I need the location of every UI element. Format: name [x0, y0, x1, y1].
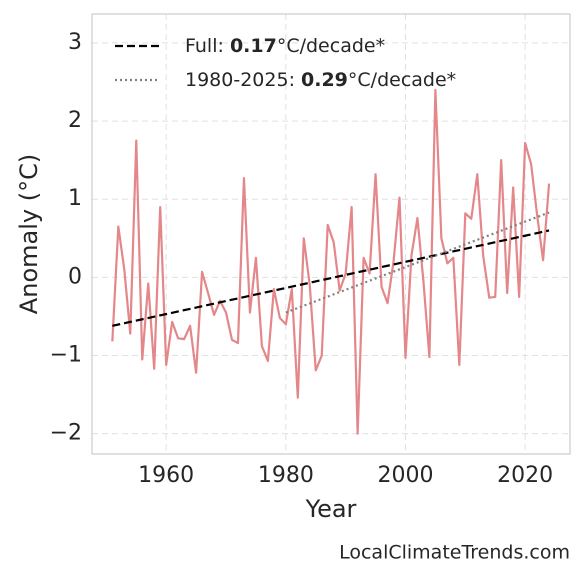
y-tick-label: 0	[68, 264, 82, 289]
plot-frame	[91, 13, 571, 455]
y-axis-label: Anomaly (°C)	[15, 154, 43, 314]
x-axis-label: Year	[305, 495, 357, 523]
legend-label-part: Full:	[185, 35, 230, 57]
legend-label-part: 1980-2025:	[185, 69, 301, 91]
trend-line	[285, 211, 550, 314]
y-tick-label: 2	[68, 108, 82, 133]
data-line	[111, 88, 551, 435]
legend-label-part: 0.29	[301, 69, 348, 91]
trend-line	[112, 229, 550, 327]
y-tick-label: 1	[68, 186, 82, 211]
x-tick-label: 1960	[138, 463, 194, 488]
legend-label-part: 0.17	[230, 35, 277, 57]
x-tick-label: 2020	[497, 463, 553, 488]
legend-label: Full: 0.17°C/decade*	[185, 35, 385, 57]
legend-label-part: °C/decade*	[277, 35, 385, 57]
y-tick-label: 3	[68, 30, 82, 55]
x-tick-label: 1980	[258, 463, 314, 488]
y-tick-label: −1	[50, 343, 82, 368]
source: LocalClimateTrends.com	[339, 542, 570, 564]
y-tick-label: −2	[50, 421, 82, 446]
x-tick-label: 2000	[377, 463, 433, 488]
legend-label-part: °C/decade*	[348, 69, 456, 91]
legend-label: 1980-2025: 0.29°C/decade*	[185, 69, 456, 91]
